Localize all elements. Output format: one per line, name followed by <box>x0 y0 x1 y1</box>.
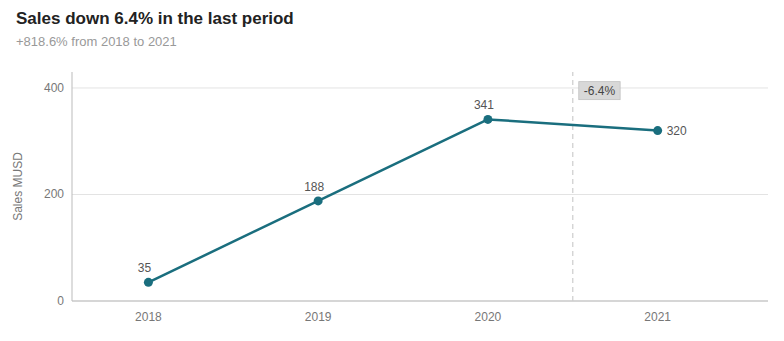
marker <box>653 126 662 135</box>
marker <box>483 115 492 124</box>
marker <box>314 196 323 205</box>
chart: Sales down 6.4% in the last period +818.6… <box>0 0 784 341</box>
x-tick-label: 2021 <box>644 310 671 324</box>
data-label: 188 <box>304 180 324 194</box>
annotation-box <box>579 82 620 100</box>
plot-area <box>144 72 662 301</box>
annotation: -6.4% <box>579 82 620 100</box>
line <box>148 119 657 282</box>
marker <box>144 278 153 287</box>
y-tick-label: 200 <box>44 187 64 201</box>
y-axis-line <box>72 72 73 301</box>
x-tick-label: 2019 <box>305 310 332 324</box>
annotation-text: -6.4% <box>584 84 616 98</box>
data-label: 341 <box>474 98 494 112</box>
grid-line <box>72 301 768 302</box>
grid-line <box>72 194 768 195</box>
x-axis-line <box>72 301 768 302</box>
grid <box>72 88 768 301</box>
data-label: 320 <box>667 124 687 138</box>
annotation-line <box>572 72 573 301</box>
y-tick-label: 400 <box>44 81 64 95</box>
y-axis-label: Sales MUSD <box>11 152 25 221</box>
data-label: 35 <box>138 261 152 275</box>
x-tick-label: 2020 <box>475 310 502 324</box>
x-tick-label: 2018 <box>135 310 162 324</box>
title: Sales down 6.4% in the last period <box>16 9 294 28</box>
y-tick-label: 0 <box>57 294 64 308</box>
grid-line <box>72 87 768 88</box>
subtitle: +818.6% from 2018 to 2021 <box>16 34 177 49</box>
